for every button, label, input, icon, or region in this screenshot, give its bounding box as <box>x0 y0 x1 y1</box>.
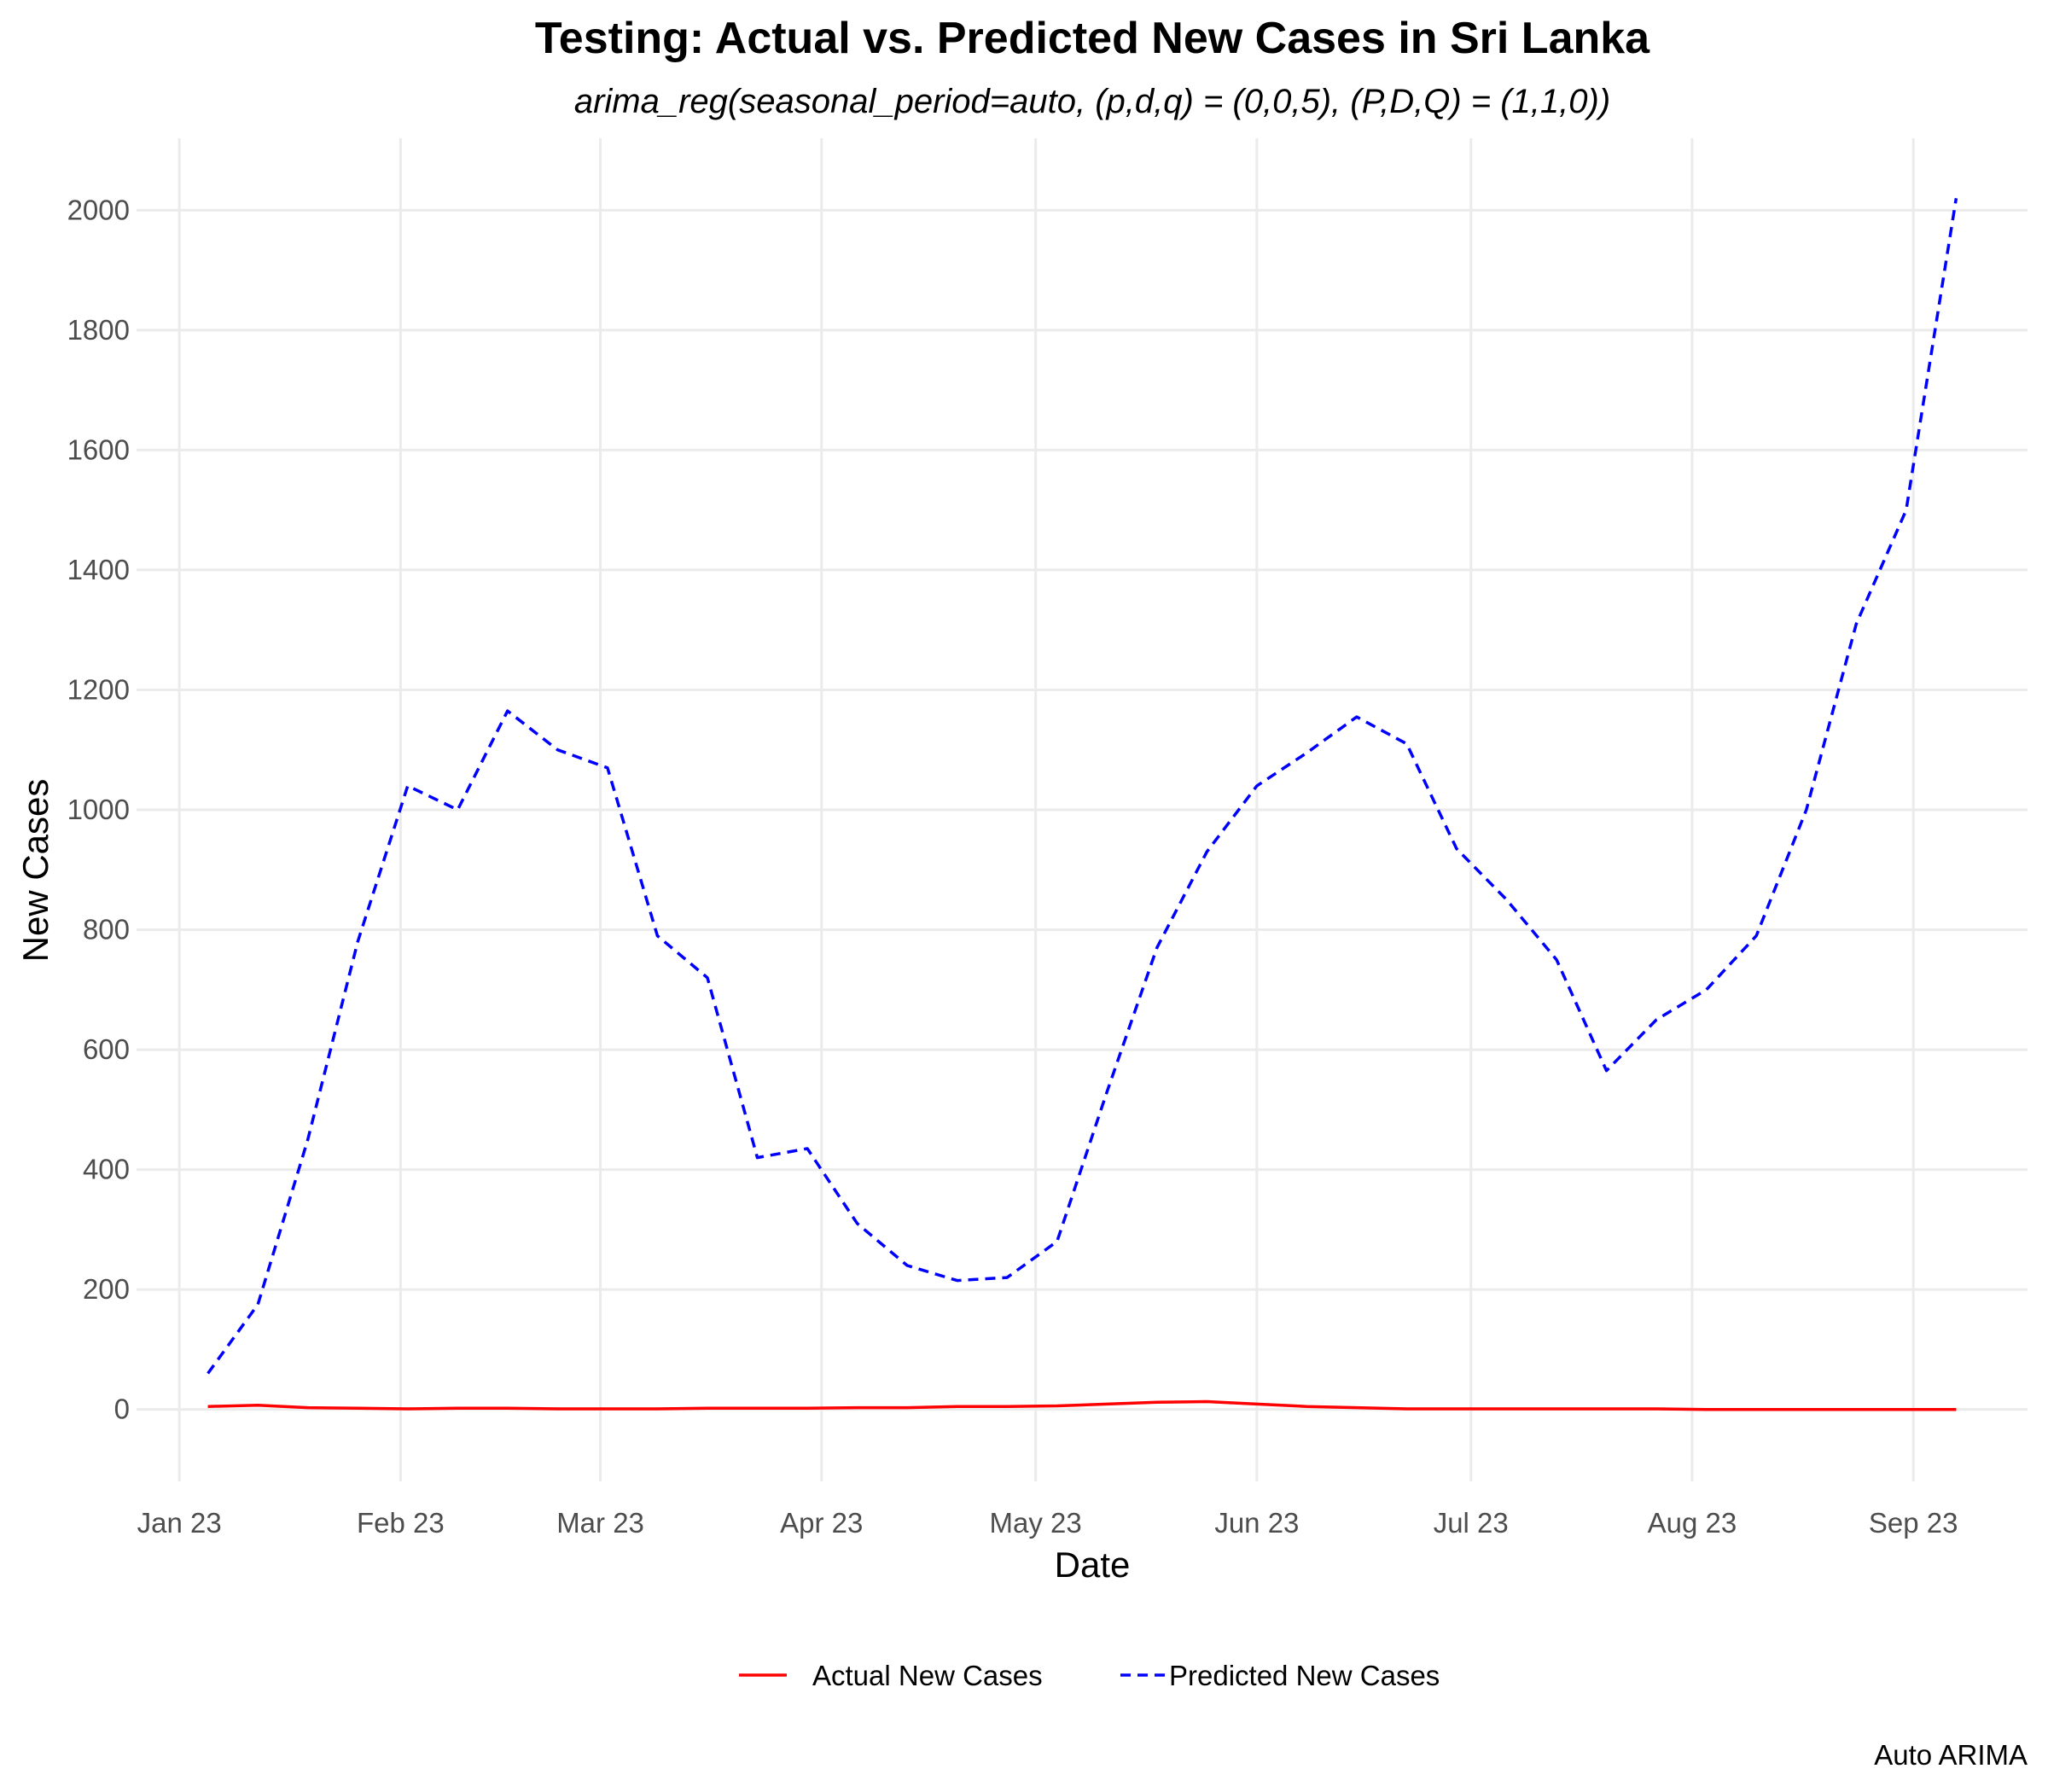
y-tick-label: 0 <box>114 1393 130 1425</box>
chart-subtitle: arima_reg(seasonal_period=auto, (p,d,q) … <box>574 83 1610 120</box>
y-tick-label: 2000 <box>67 194 130 225</box>
y-tick-label: 1200 <box>67 673 130 705</box>
y-axis-ticks: 0 200 400 600 800 1000 1200 1400 1600 1800 2000 <box>67 194 130 1424</box>
y-axis-title: New Cases <box>15 779 55 963</box>
legend: Actual New Cases Predicted New Cases <box>739 1660 1440 1691</box>
x-axis-ticks: Jan 23 Feb 23 Mar 23 Apr 23 May 23 Jun 23 Jul … <box>137 1507 1958 1539</box>
x-tick-label: Aug 23 <box>1648 1507 1737 1539</box>
x-tick-label: May 23 <box>990 1507 1082 1539</box>
y-tick-label: 1000 <box>67 794 130 825</box>
y-tick-label: 1400 <box>67 554 130 585</box>
y-tick-label: 800 <box>83 914 130 945</box>
y-tick-label: 1600 <box>67 433 130 465</box>
actual-new-cases-line <box>207 1399 1957 1411</box>
y-tick-label: 1800 <box>67 314 130 346</box>
x-tick-label: Jul 23 <box>1434 1507 1509 1539</box>
series-lines <box>207 198 1958 1411</box>
y-tick-label: 400 <box>83 1154 130 1185</box>
legend-label-actual: Actual New Cases <box>812 1660 1043 1691</box>
x-tick-label: Sep 23 <box>1869 1507 1958 1539</box>
legend-label-predicted: Predicted New Cases <box>1169 1660 1440 1691</box>
grid <box>137 138 2028 1481</box>
y-tick-label: 200 <box>83 1273 130 1305</box>
chart-title: Testing: Actual vs. Predicted New Cases … <box>535 14 1650 63</box>
x-tick-label: Apr 23 <box>780 1507 863 1539</box>
x-tick-label: Jan 23 <box>137 1507 222 1539</box>
x-tick-label: Jun 23 <box>1214 1507 1299 1539</box>
x-tick-label: Mar 23 <box>556 1507 644 1539</box>
y-tick-label: 600 <box>83 1033 130 1065</box>
chart-caption: Auto ARIMA <box>1874 1739 2028 1771</box>
x-tick-label: Feb 23 <box>357 1507 445 1539</box>
predicted-new-cases-line <box>207 198 1958 1375</box>
x-axis-title: Date <box>1055 1545 1131 1585</box>
